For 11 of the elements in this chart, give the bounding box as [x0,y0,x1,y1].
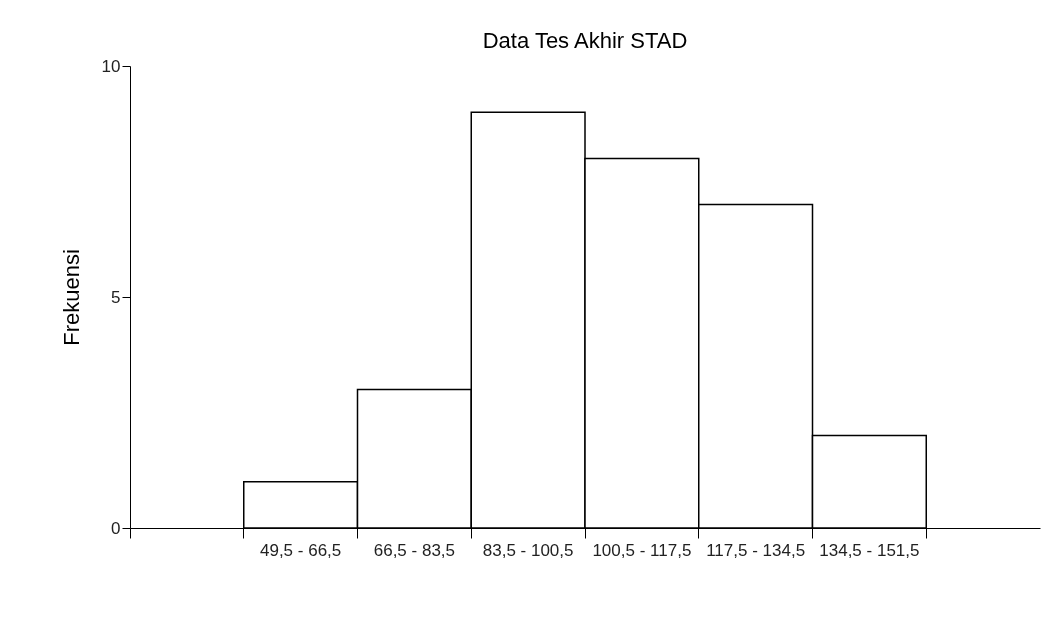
x-tick-label: 100,5 - 117,5 [592,540,692,560]
y-tick-label: 0 [111,518,121,538]
chart-title: Data Tes Akhir STAD [482,28,688,53]
x-tick-label: 66,5 - 83,5 [373,540,456,560]
x-tick-label: 83,5 - 100,5 [482,540,574,560]
x-tick-label: 117,5 - 134,5 [706,540,806,560]
y-tick-label: 10 [101,56,121,76]
y-tick-label: 5 [111,287,121,307]
y-axis-title: Frekuensi [58,249,84,346]
x-tick-label: 49,5 - 66,5 [259,540,342,560]
x-tick-label: 134,5 - 151,5 [819,540,920,560]
